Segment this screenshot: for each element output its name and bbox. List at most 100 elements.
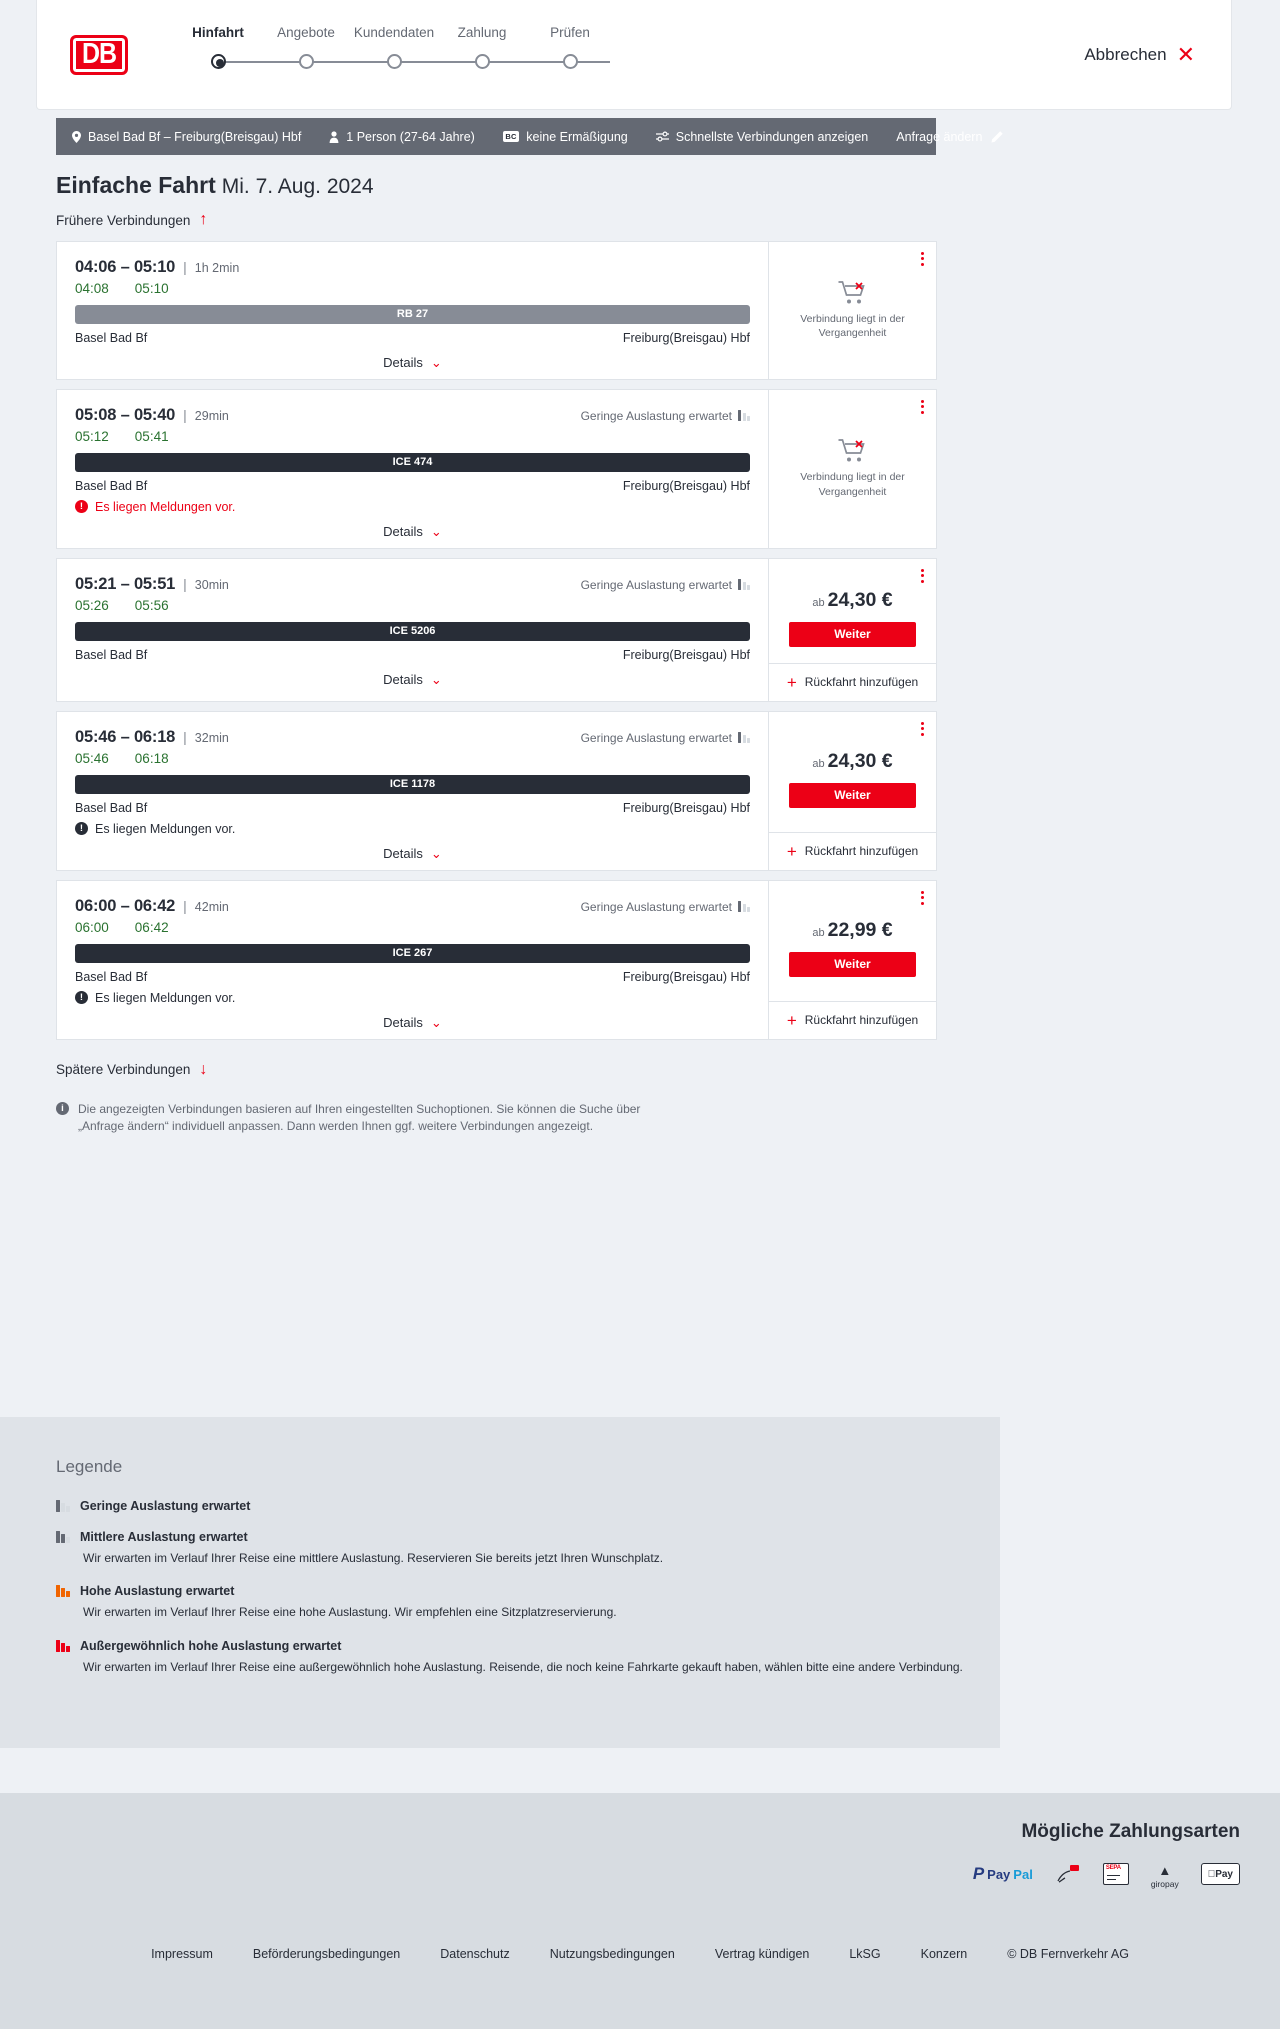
step-angebote[interactable]: Angebote	[262, 25, 350, 40]
realtime-times: 04:08 05:10	[75, 281, 750, 296]
connection-info: 05:21 – 05:51 | 30min Geringe Auslastung…	[57, 559, 768, 701]
table-row[interactable]: 06:00 – 06:42 | 42min Geringe Auslastung…	[56, 879, 937, 1040]
price-panel: ab 22,99 € Weiter	[769, 881, 936, 1001]
more-options-icon[interactable]	[921, 890, 924, 905]
connection-message[interactable]: ! Es liegen Meldungen vor.	[75, 822, 750, 836]
table-row[interactable]: 04:06 – 05:10 | 1h 2min 04:08 05:10 RB 2…	[56, 240, 937, 380]
stepper-line	[222, 60, 610, 63]
continue-button[interactable]: Weiter	[789, 951, 916, 977]
step-dot-angebote[interactable]	[298, 53, 314, 69]
realtime-times: 05:26 05:56	[75, 598, 750, 613]
occupancy-medium-icon	[56, 1531, 70, 1543]
plus-icon: +	[786, 1010, 797, 1030]
add-return-button[interactable]: + Rückfahrt hinzufügen	[769, 1000, 936, 1039]
details-toggle[interactable]: Details ⌄	[75, 846, 750, 862]
occupancy-indicator: Geringe Auslastung erwartet	[581, 578, 750, 592]
price-prefix: ab	[812, 926, 825, 939]
details-toggle[interactable]: Details ⌄	[75, 355, 750, 371]
destination-station: Freiburg(Breisgau) Hbf	[622, 478, 750, 493]
step-dot-zahlung[interactable]	[474, 53, 490, 69]
add-return-button[interactable]: + Rückfahrt hinzufügen	[769, 662, 936, 701]
legend-label: Geringe Auslastung erwartet	[80, 1499, 251, 1513]
list-item: Hohe Auslastung erwartet Wir erwarten im…	[56, 1584, 1000, 1621]
add-return-button[interactable]: + Rückfahrt hinzufügen	[769, 831, 936, 870]
criteria-route[interactable]: Basel Bad Bf – Freiburg(Breisgau) Hbf	[72, 130, 301, 144]
step-label: Kundendaten	[353, 24, 435, 40]
footer-links: Impressum Beförderungsbedingungen Datens…	[0, 1885, 1280, 1961]
time-separator: |	[183, 728, 187, 745]
criteria-passengers[interactable]: 1 Person (27-64 Jahre)	[329, 130, 475, 144]
details-toggle[interactable]: Details ⌄	[75, 524, 750, 540]
footer-link-befoerderungsbedingungen[interactable]: Beförderungsbedingungen	[252, 1947, 401, 1961]
step-kundendaten[interactable]: Kundendaten	[350, 25, 438, 40]
step-pruefen[interactable]: Prüfen	[526, 25, 614, 40]
footer-link-konzern[interactable]: Konzern	[920, 1947, 968, 1961]
origin-station: Basel Bad Bf	[75, 478, 148, 493]
chevron-down-icon: ⌄	[430, 354, 442, 370]
occupancy-label: Geringe Auslastung erwartet	[580, 577, 732, 592]
list-item: Außergewöhnlich hohe Auslastung erwartet…	[56, 1639, 1000, 1676]
details-toggle[interactable]: Details ⌄	[75, 672, 750, 688]
depart-time: 05:21	[75, 574, 117, 593]
cancel-button[interactable]: Abbrechen ✕	[1084, 43, 1195, 66]
past-connection-label: Verbindung liegt in der Vergangenheit	[800, 471, 905, 498]
occupancy-bars-icon	[738, 901, 750, 912]
criteria-discount[interactable]: BC keine Ermäßigung	[502, 130, 628, 144]
step-dot-hinfahrt[interactable]	[210, 53, 226, 69]
realtime-depart: 04:08	[75, 280, 109, 296]
edit-search-button[interactable]: Anfrage ändern	[896, 130, 1004, 144]
add-return-label: Rückfahrt hinzufügen	[804, 1013, 919, 1027]
arrow-down-icon: ↓	[199, 1060, 208, 1078]
db-logo: DB	[70, 34, 128, 75]
table-row[interactable]: 05:46 – 06:18 | 32min Geringe Auslastung…	[56, 710, 937, 871]
footer-link-lksg[interactable]: LkSG	[849, 1947, 881, 1961]
earlier-connections-label: Frühere Verbindungen	[56, 212, 191, 228]
more-options-icon[interactable]	[921, 399, 924, 414]
credit-card-icon	[1055, 1863, 1081, 1885]
occupancy-label: Geringe Auslastung erwartet	[580, 408, 732, 423]
connection-message[interactable]: ! Es liegen Meldungen vor.	[75, 991, 750, 1005]
realtime-arrive: 05:41	[134, 428, 169, 444]
legend-description: Wir erwarten im Verlauf Ihrer Reise eine…	[83, 1605, 617, 1620]
alert-icon: !	[75, 822, 88, 835]
table-row[interactable]: 05:08 – 05:40 | 29min Geringe Auslastung…	[56, 388, 937, 549]
more-options-icon[interactable]	[921, 251, 924, 266]
details-toggle[interactable]: Details ⌄	[75, 1015, 750, 1031]
connection-info: 05:46 – 06:18 | 32min Geringe Auslastung…	[57, 712, 768, 870]
search-criteria-bar: Basel Bad Bf – Freiburg(Breisgau) Hbf 1 …	[56, 118, 1004, 155]
later-connections-button[interactable]: Spätere Verbindungen ↓	[56, 1060, 208, 1078]
occupancy-high-icon	[56, 1585, 70, 1598]
step-zahlung[interactable]: Zahlung	[438, 25, 526, 40]
footer-link-nutzungsbedingungen[interactable]: Nutzungsbedingungen	[549, 1947, 675, 1961]
continue-button[interactable]: Weiter	[789, 621, 916, 647]
criteria-sort[interactable]: Schnellste Verbindungen anzeigen	[655, 130, 868, 144]
step-label: Hinfahrt	[192, 24, 244, 40]
arrive-time: 05:51	[133, 574, 176, 593]
footer-link-impressum[interactable]: Impressum	[151, 1947, 213, 1961]
header-bar: DB Hinfahrt Angebote Kundendaten Zahlung…	[36, 0, 1232, 110]
duration: 30min	[194, 577, 229, 592]
table-row[interactable]: 05:21 – 05:51 | 30min Geringe Auslastung…	[56, 557, 937, 702]
arrive-time: 06:18	[133, 727, 176, 746]
step-dot-pruefen[interactable]	[562, 53, 578, 69]
step-label: Zahlung	[457, 24, 507, 40]
connection-times: 05:21 – 05:51 | 30min Geringe Auslastung…	[75, 575, 750, 594]
price-value: 24,30 €	[827, 749, 893, 772]
realtime-arrive: 05:10	[134, 280, 169, 296]
pencil-icon	[991, 130, 1004, 142]
arrive-time: 05:10	[133, 257, 176, 276]
earlier-connections-button[interactable]: Frühere Verbindungen ↑	[56, 212, 207, 228]
price-value: 22,99 €	[827, 918, 893, 941]
footer-link-vertrag-kuendigen[interactable]: Vertrag kündigen	[714, 1947, 810, 1961]
step-dot-kundendaten[interactable]	[386, 53, 402, 69]
step-hinfahrt[interactable]: Hinfahrt	[174, 25, 262, 40]
cancel-label: Abbrechen	[1084, 44, 1167, 64]
legend-label: Außergewöhnlich hohe Auslastung erwartet	[80, 1638, 342, 1653]
connection-message[interactable]: ! Es liegen Meldungen vor.	[75, 500, 750, 514]
apple-pay-label: Pay	[1215, 1868, 1233, 1880]
more-options-icon[interactable]	[921, 721, 924, 736]
continue-button[interactable]: Weiter	[789, 782, 916, 808]
more-options-icon[interactable]	[921, 568, 924, 583]
destination-station: Freiburg(Breisgau) Hbf	[622, 800, 750, 815]
footer-link-datenschutz[interactable]: Datenschutz	[440, 1947, 510, 1961]
